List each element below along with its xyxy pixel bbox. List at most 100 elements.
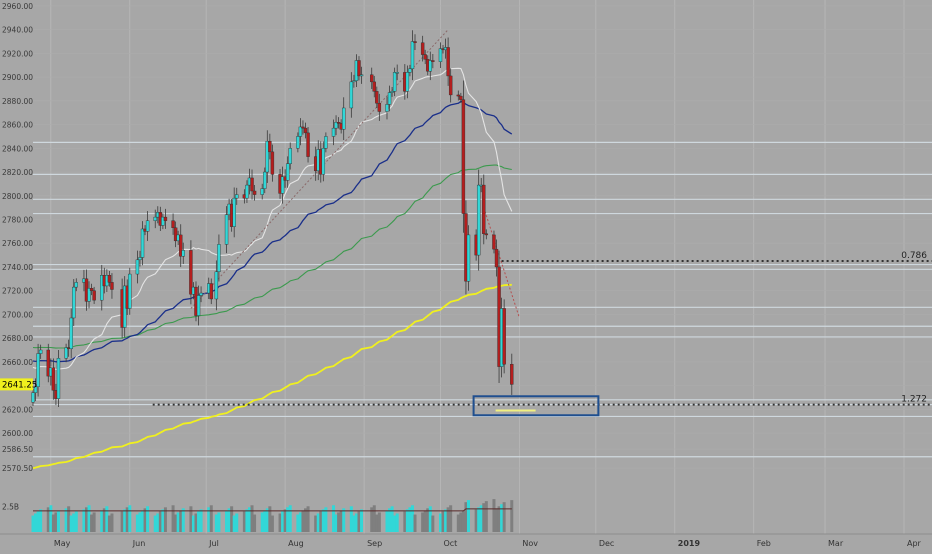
candle[interactable] [235, 187, 239, 205]
candle[interactable] [260, 183, 264, 200]
candle[interactable] [161, 213, 165, 230]
candle[interactable] [324, 132, 328, 153]
candle[interactable] [334, 115, 338, 136]
candle[interactable] [461, 80, 466, 233]
candle[interactable] [321, 141, 326, 182]
candle[interactable] [331, 119, 336, 146]
candle[interactable] [510, 353, 514, 395]
candle[interactable] [163, 208, 168, 229]
candle[interactable] [36, 343, 40, 397]
candle[interactable] [64, 343, 68, 363]
candle[interactable] [56, 350, 61, 407]
candle[interactable] [459, 92, 463, 103]
candle[interactable] [410, 30, 415, 81]
candle[interactable] [280, 166, 285, 204]
candle[interactable] [466, 225, 471, 291]
candle[interactable] [288, 142, 292, 170]
candle[interactable] [438, 42, 443, 68]
candle[interactable] [492, 230, 496, 254]
candle[interactable] [69, 308, 73, 359]
candle[interactable] [140, 221, 145, 266]
candle[interactable] [306, 126, 310, 163]
candles[interactable] [31, 30, 514, 407]
candle[interactable] [252, 184, 257, 201]
candle[interactable] [217, 234, 221, 282]
candle[interactable] [72, 279, 76, 327]
candle[interactable] [265, 130, 270, 183]
candle[interactable] [390, 86, 394, 97]
candle[interactable] [484, 229, 489, 240]
candle[interactable] [285, 156, 290, 188]
candle[interactable] [420, 35, 425, 62]
candle[interactable] [89, 283, 94, 296]
candle[interactable] [128, 267, 132, 315]
candle[interactable] [423, 49, 427, 65]
candle[interactable] [196, 285, 201, 326]
candle[interactable] [476, 169, 481, 271]
candle[interactable] [31, 388, 35, 406]
candle[interactable] [296, 132, 300, 153]
candle[interactable] [342, 97, 346, 140]
candle[interactable] [357, 56, 361, 81]
candle-body [461, 99, 466, 214]
candle[interactable] [179, 224, 183, 267]
candle[interactable] [181, 242, 185, 264]
candle[interactable] [145, 211, 150, 241]
candle[interactable] [100, 264, 104, 311]
candle[interactable] [232, 187, 236, 238]
candle[interactable] [199, 286, 203, 303]
candle[interactable] [387, 85, 392, 112]
time-axis[interactable]: May Jun Jul Aug Sep Oct Nov Dec 2019 Feb Mar Apr [54, 539, 922, 548]
candle[interactable] [189, 240, 193, 305]
candle[interactable] [456, 90, 461, 101]
candle[interactable] [135, 250, 140, 284]
candle[interactable] [214, 260, 219, 311]
candle[interactable] [209, 278, 213, 305]
candle[interactable] [431, 53, 435, 69]
candle[interactable] [375, 86, 379, 108]
candle[interactable] [392, 67, 397, 97]
candle[interactable] [352, 74, 356, 88]
candle[interactable] [408, 64, 412, 77]
candle[interactable] [245, 180, 249, 203]
candle[interactable] [38, 344, 43, 359]
candle[interactable] [372, 75, 376, 98]
candle[interactable] [173, 221, 178, 248]
candle[interactable] [110, 273, 114, 299]
candle[interactable] [359, 66, 364, 84]
candle[interactable] [153, 209, 157, 229]
candle[interactable] [33, 378, 38, 402]
candle[interactable] [502, 299, 506, 374]
candle[interactable] [395, 64, 399, 81]
candle[interactable] [138, 250, 142, 267]
candle[interactable] [87, 281, 91, 309]
candle[interactable] [92, 286, 96, 304]
candle[interactable] [51, 358, 56, 400]
candle[interactable] [494, 239, 499, 277]
candle[interactable] [405, 65, 410, 99]
candle[interactable] [224, 206, 229, 254]
candle[interactable] [446, 37, 450, 86]
candle[interactable] [270, 144, 275, 182]
candle[interactable] [171, 213, 175, 235]
candle[interactable] [263, 167, 267, 194]
candle[interactable] [336, 117, 341, 129]
candle[interactable] [268, 133, 272, 160]
candle[interactable] [107, 270, 112, 287]
candle[interactable] [349, 72, 354, 118]
candle[interactable] [428, 51, 432, 81]
candle[interactable] [413, 34, 417, 50]
candle[interactable] [74, 278, 78, 292]
candle[interactable] [377, 93, 382, 121]
candle[interactable] [385, 96, 389, 120]
candle[interactable] [298, 118, 303, 146]
candle[interactable] [250, 169, 254, 200]
candle[interactable] [370, 67, 374, 89]
candle[interactable] [482, 174, 486, 245]
candle[interactable] [301, 120, 305, 135]
candle[interactable] [448, 68, 453, 103]
candle[interactable] [303, 122, 308, 139]
candle[interactable] [46, 343, 50, 383]
